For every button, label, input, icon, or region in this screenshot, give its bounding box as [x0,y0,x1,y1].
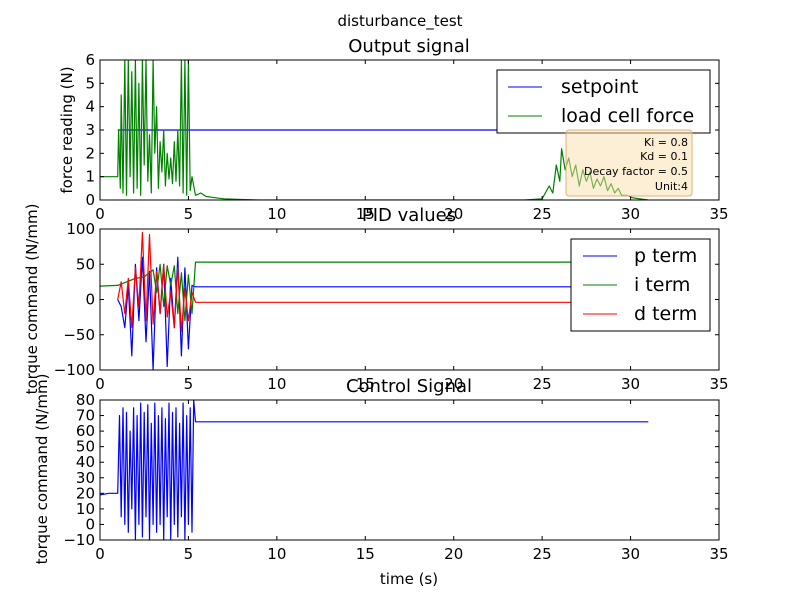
axes-frame [99,399,720,541]
x-tick-label: 30 [621,545,640,563]
x-tick-label: 25 [533,205,552,223]
annotation-decay-factor: Decay factor = 0.5 [584,165,688,178]
y-tick-label: 50 [76,438,95,456]
pid-parameters-annotation: Ki = 0.8 Kd = 0.1 Decay factor = 0.5 Uni… [565,129,693,197]
x-tick-label: 15 [356,545,375,563]
x-tick-label: 15 [356,375,375,393]
annotation-kd: Kd = 0.1 [640,150,688,163]
p-term-legend-label: p term [634,245,697,267]
x-tick-label: 20 [444,205,463,223]
x-tick-label: 25 [533,375,552,393]
pid-values-ylabel: torque command (N/mm) [23,204,41,395]
y-tick-label: 20 [76,484,95,502]
output-signal-legend: setpoint load cell force [496,69,711,134]
pid-values-title: PID values [362,205,456,226]
series-line-control-signal [100,400,649,540]
x-tick-label: 5 [184,545,194,563]
annotation-unit: Unit:4 [655,180,688,193]
x-tick-label: 0 [95,205,105,223]
y-tick-label: 0 [85,515,95,533]
x-tick-label: 0 [95,375,105,393]
x-tick-label: 20 [444,545,463,563]
x-tick-label: 10 [267,205,286,223]
y-tick-label: −50 [63,326,95,344]
x-tick-label: 25 [533,545,552,563]
pid-values-legend: p term i term d term [570,238,711,332]
y-tick-label: 4 [85,98,95,116]
y-tick-label: −100 [54,361,95,379]
y-tick-label: 80 [76,391,95,409]
x-tick-label: 35 [709,375,728,393]
output-signal-legend-box [496,69,711,134]
x-tick-label: 20 [444,375,463,393]
y-tick-label: 10 [76,500,95,518]
control-signal-axes: Control Signal 0 5 10 15 20 25 30 35−1001020304… [33,374,729,588]
figure-suptitle: disturbance_test [337,12,462,31]
d-term-legend-label: d term [634,303,697,325]
x-tick-label: 35 [709,205,728,223]
y-tick-label: 60 [76,422,95,440]
annotation-box [565,129,693,197]
y-tick-label: −10 [63,531,95,549]
x-tick-label: 35 [709,545,728,563]
y-tick-label: 30 [76,469,95,487]
series-line-d-term [117,231,649,332]
x-tick-label: 5 [184,205,194,223]
output-signal-axes: Output signal 0 5 10 15 20 25 30 35 0 1 2 3 4 5 6 forc… [58,36,729,223]
annotation-ki: Ki = 0.8 [644,136,688,149]
control-signal-title: Control Signal [346,376,472,397]
output-signal-title: Output signal [348,36,470,57]
y-tick-label: 1 [85,168,95,186]
i-term-legend-label: i term [634,274,690,296]
y-tick-label: 3 [85,121,95,139]
y-tick-label: 50 [76,255,95,273]
y-tick-label: 6 [85,51,95,69]
y-tick-label: 100 [66,220,95,238]
x-tick-label: 0 [95,545,105,563]
x-tick-label: 10 [267,375,286,393]
y-tick-label: 40 [76,453,95,471]
setpoint-legend-label: setpoint [561,76,639,98]
y-tick-label: 70 [76,407,95,425]
series-line-i-term [100,261,649,322]
x-tick-label: 30 [621,205,640,223]
x-tick-label: 5 [184,375,194,393]
output-signal-ylabel: force reading (N) [58,66,76,193]
control-signal-xlabel: time (s) [380,570,438,588]
x-tick-label: 30 [621,375,640,393]
x-tick-label: 10 [267,545,286,563]
y-tick-label: 0 [85,191,95,209]
x-tick-label: 15 [356,205,375,223]
load-cell-force-legend-label: load cell force [561,105,694,127]
control-signal-ylabel: torque command (N/mm) [33,374,51,565]
y-tick-label: 2 [85,144,95,162]
y-tick-label: 5 [85,74,95,92]
y-tick-label: 0 [85,291,95,309]
pid-values-plot-area: 0 5 10 15 20 25 30 35 −100 −50 0 50 100 [54,220,729,393]
